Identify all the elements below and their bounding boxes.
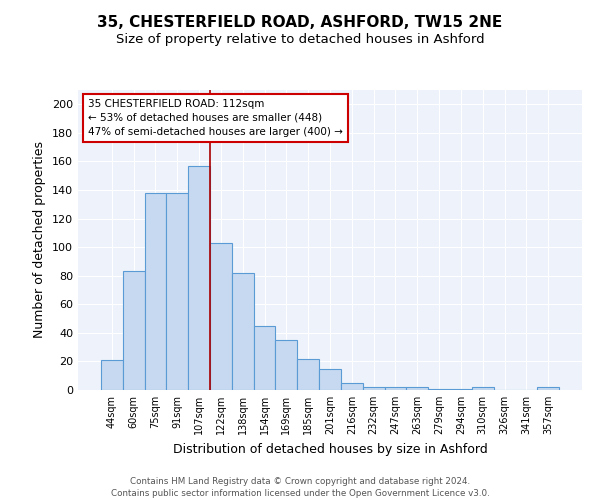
Bar <box>188 166 210 390</box>
Text: 35, CHESTERFIELD ROAD, ASHFORD, TW15 2NE: 35, CHESTERFIELD ROAD, ASHFORD, TW15 2NE <box>97 15 503 30</box>
Bar <box>406 387 428 390</box>
Bar <box>145 193 166 390</box>
Text: Size of property relative to detached houses in Ashford: Size of property relative to detached ho… <box>116 32 484 46</box>
Text: 35 CHESTERFIELD ROAD: 112sqm
← 53% of detached houses are smaller (448)
47% of s: 35 CHESTERFIELD ROAD: 112sqm ← 53% of de… <box>88 99 343 137</box>
Bar <box>341 383 363 390</box>
Bar <box>319 368 341 390</box>
Y-axis label: Number of detached properties: Number of detached properties <box>34 142 46 338</box>
Bar <box>385 387 406 390</box>
Bar <box>428 388 450 390</box>
Bar <box>166 193 188 390</box>
Bar <box>472 387 494 390</box>
X-axis label: Distribution of detached houses by size in Ashford: Distribution of detached houses by size … <box>173 442 487 456</box>
Text: Contains HM Land Registry data © Crown copyright and database right 2024.
Contai: Contains HM Land Registry data © Crown c… <box>110 476 490 498</box>
Bar <box>210 243 232 390</box>
Bar <box>275 340 297 390</box>
Bar <box>101 360 123 390</box>
Bar <box>450 388 472 390</box>
Bar <box>297 358 319 390</box>
Bar <box>123 272 145 390</box>
Bar <box>537 387 559 390</box>
Bar <box>232 273 254 390</box>
Bar <box>254 326 275 390</box>
Bar <box>363 387 385 390</box>
